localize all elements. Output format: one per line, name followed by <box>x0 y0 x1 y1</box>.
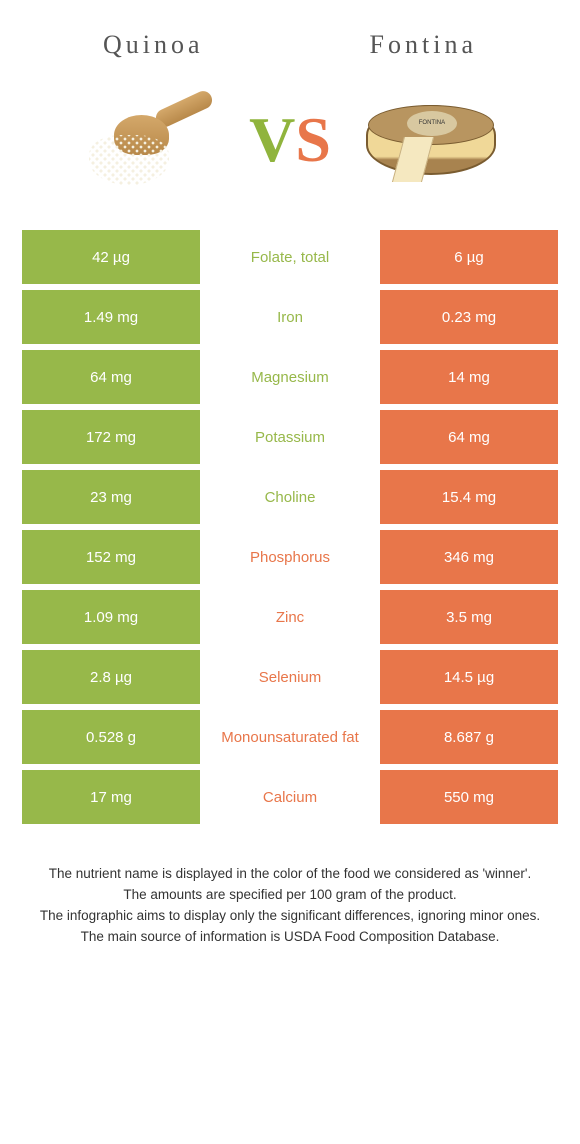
vs-s: S <box>295 104 331 175</box>
left-value: 172 mg <box>22 410 200 464</box>
footer-line: The nutrient name is displayed in the co… <box>30 864 550 885</box>
footer-line: The amounts are specified per 100 gram o… <box>30 885 550 906</box>
table-row: 152 mg Phosphorus 346 mg <box>22 530 558 584</box>
right-value: 14 mg <box>380 350 558 404</box>
vs-row: VS FONTINA <box>0 70 580 230</box>
left-value: 1.49 mg <box>22 290 200 344</box>
header: Quinoa Fontina <box>0 0 580 70</box>
right-value: 64 mg <box>380 410 558 464</box>
food-right-title: Fontina <box>370 30 477 60</box>
quinoa-image <box>79 80 219 200</box>
left-value: 23 mg <box>22 470 200 524</box>
nutrient-name: Phosphorus <box>200 530 380 584</box>
right-value: 6 µg <box>380 230 558 284</box>
table-row: 172 mg Potassium 64 mg <box>22 410 558 464</box>
nutrient-name: Selenium <box>200 650 380 704</box>
left-value: 64 mg <box>22 350 200 404</box>
right-value: 14.5 µg <box>380 650 558 704</box>
nutrient-name: Calcium <box>200 770 380 824</box>
left-value: 1.09 mg <box>22 590 200 644</box>
nutrient-name: Iron <box>200 290 380 344</box>
nutrient-name: Monounsaturated fat <box>200 710 380 764</box>
table-row: 1.49 mg Iron 0.23 mg <box>22 290 558 344</box>
right-value: 0.23 mg <box>380 290 558 344</box>
nutrient-name: Zinc <box>200 590 380 644</box>
table-row: 0.528 g Monounsaturated fat 8.687 g <box>22 710 558 764</box>
table-row: 2.8 µg Selenium 14.5 µg <box>22 650 558 704</box>
table-row: 1.09 mg Zinc 3.5 mg <box>22 590 558 644</box>
footer-notes: The nutrient name is displayed in the co… <box>30 864 550 948</box>
left-value: 42 µg <box>22 230 200 284</box>
nutrient-name: Folate, total <box>200 230 380 284</box>
nutrient-name: Choline <box>200 470 380 524</box>
right-value: 3.5 mg <box>380 590 558 644</box>
footer-line: The infographic aims to display only the… <box>30 906 550 927</box>
table-row: 42 µg Folate, total 6 µg <box>22 230 558 284</box>
right-value: 8.687 g <box>380 710 558 764</box>
left-value: 0.528 g <box>22 710 200 764</box>
table-row: 17 mg Calcium 550 mg <box>22 770 558 824</box>
footer-line: The main source of information is USDA F… <box>30 927 550 948</box>
comparison-table: 42 µg Folate, total 6 µg 1.49 mg Iron 0.… <box>22 230 558 824</box>
left-value: 2.8 µg <box>22 650 200 704</box>
right-value: 15.4 mg <box>380 470 558 524</box>
vs-v: V <box>249 104 295 175</box>
table-row: 23 mg Choline 15.4 mg <box>22 470 558 524</box>
right-value: 550 mg <box>380 770 558 824</box>
right-value: 346 mg <box>380 530 558 584</box>
left-value: 152 mg <box>22 530 200 584</box>
fontina-image: FONTINA <box>361 80 501 200</box>
food-left-title: Quinoa <box>103 30 204 60</box>
nutrient-name: Potassium <box>200 410 380 464</box>
left-value: 17 mg <box>22 770 200 824</box>
vs-label: VS <box>249 103 331 177</box>
table-row: 64 mg Magnesium 14 mg <box>22 350 558 404</box>
nutrient-name: Magnesium <box>200 350 380 404</box>
